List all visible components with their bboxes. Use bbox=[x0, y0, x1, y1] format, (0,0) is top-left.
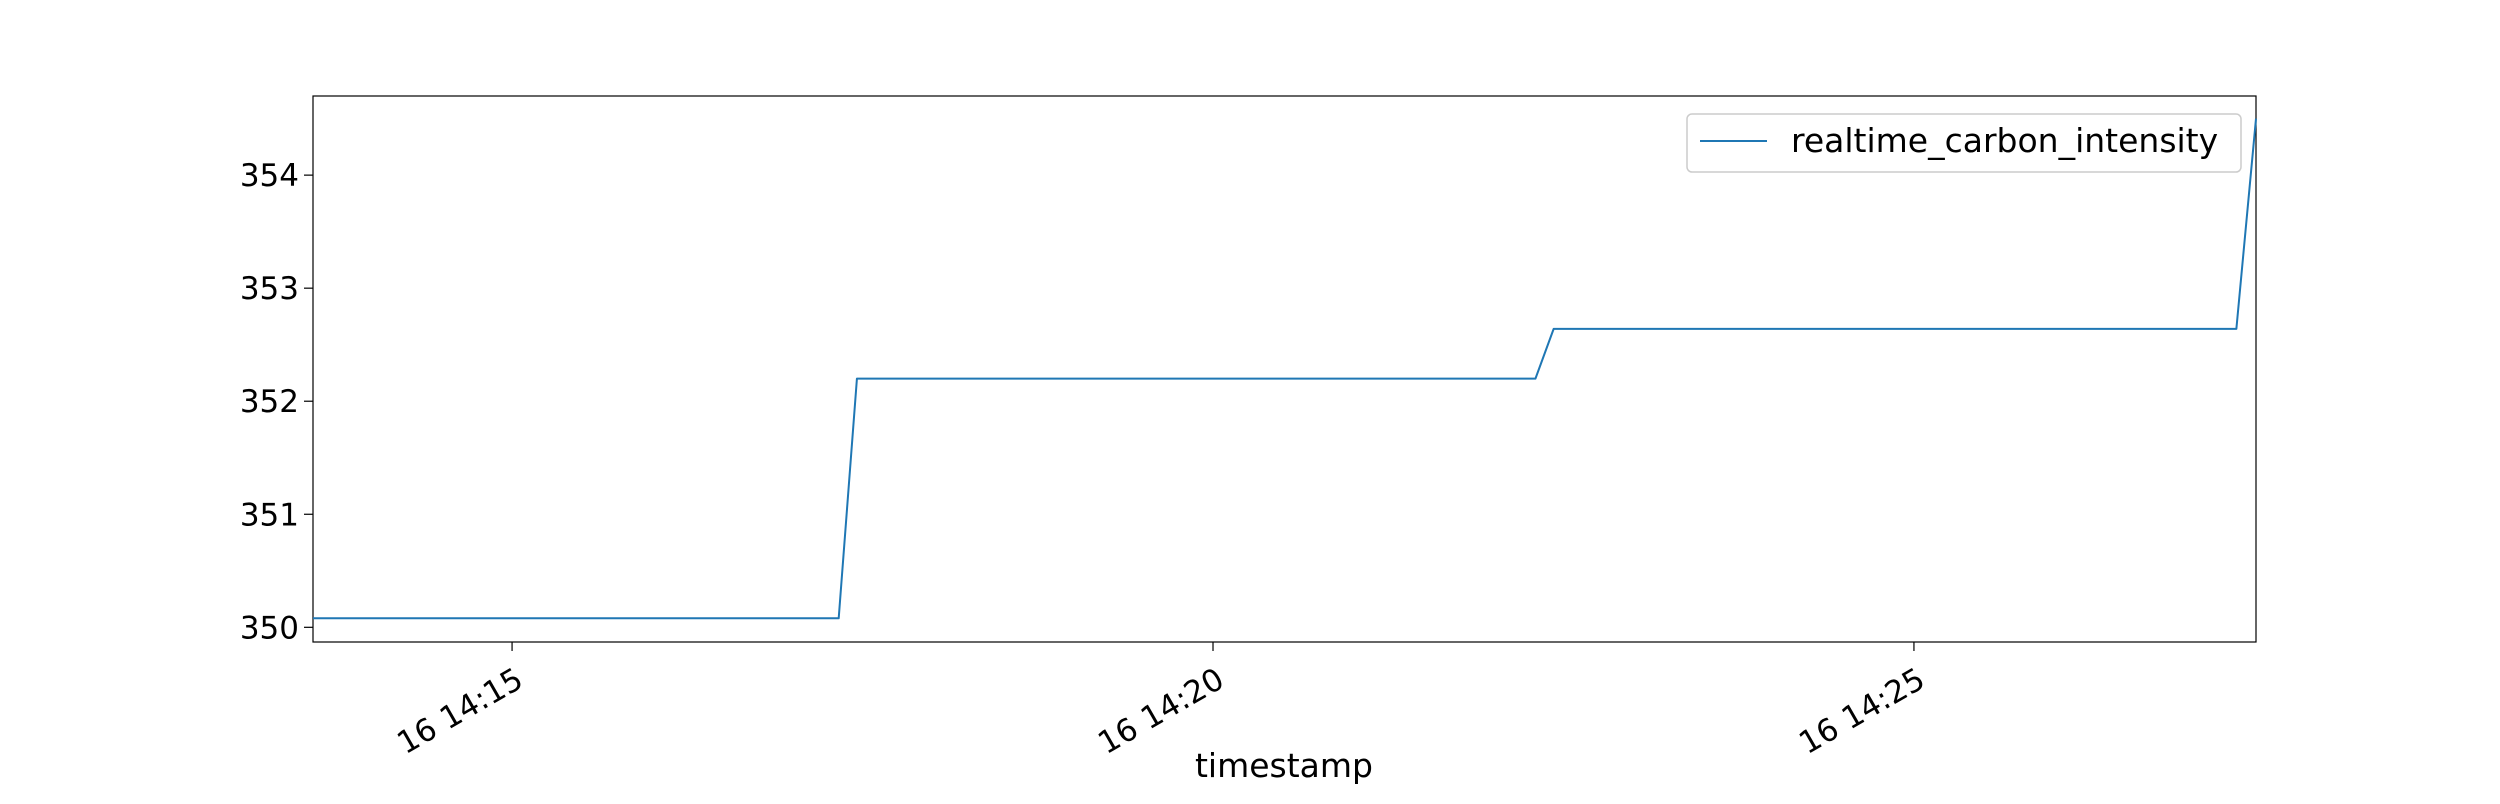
legend-entry-label: realtime_carbon_intensity bbox=[1791, 121, 2218, 160]
plot-frame bbox=[312, 95, 2257, 643]
legend: realtime_carbon_intensity bbox=[1686, 113, 2242, 173]
y-tick-label: 354 bbox=[240, 158, 299, 194]
series-line-realtime-carbon-intensity bbox=[313, 118, 2257, 620]
legend-box bbox=[1686, 113, 2242, 173]
x-axis-label: timestamp bbox=[1195, 746, 1373, 785]
x-axis-ticks: 16 14:15 16 14:20 16 14:25 bbox=[391, 642, 1931, 762]
y-tick-label: 350 bbox=[240, 610, 299, 646]
series-layer bbox=[313, 118, 2257, 620]
y-tick-label: 351 bbox=[240, 497, 299, 533]
y-axis-ticks: 350 351 352 353 354 bbox=[240, 158, 313, 646]
x-tick-label: 16 14:15 bbox=[391, 661, 529, 761]
x-tick-label: 16 14:25 bbox=[1793, 661, 1931, 761]
plot-area: 350 351 352 353 354 16 14:15 16 14:20 16 14:25 bbox=[240, 95, 2257, 762]
y-tick-label: 353 bbox=[240, 271, 299, 307]
y-tick-label: 352 bbox=[240, 384, 299, 420]
